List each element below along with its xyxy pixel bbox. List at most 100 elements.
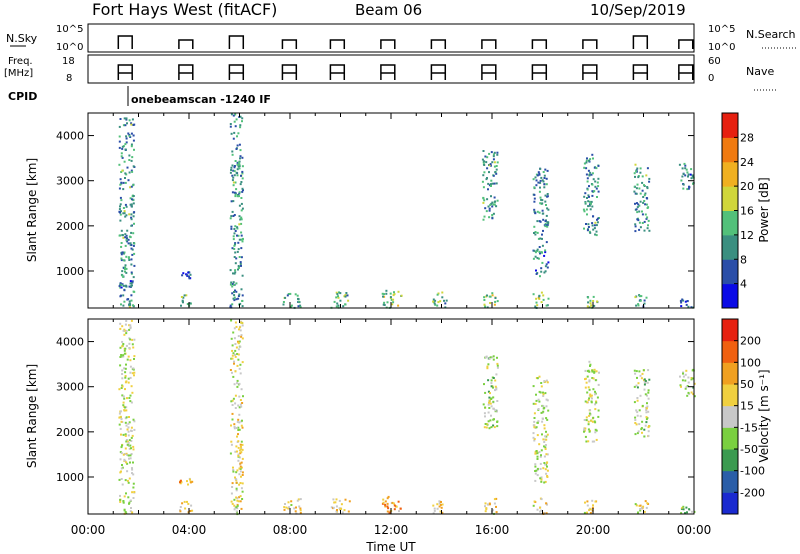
echo-cell xyxy=(343,295,346,298)
echo-cell xyxy=(643,510,646,513)
echo-cell xyxy=(546,475,549,477)
echo-cell xyxy=(587,226,590,228)
echo-cell xyxy=(587,428,590,431)
echo-cell xyxy=(131,338,134,341)
colorbar-tick-label: 15 xyxy=(740,400,754,413)
echo-cell xyxy=(493,303,496,306)
echo-cell xyxy=(490,382,493,385)
echo-cell xyxy=(386,502,389,505)
echo-cell xyxy=(588,509,591,512)
echo-cell xyxy=(545,472,548,475)
echo-cell xyxy=(122,401,125,404)
echo-cell xyxy=(438,502,441,505)
echo-cell xyxy=(397,290,400,293)
echo-cell xyxy=(590,400,593,403)
echo-cell xyxy=(545,435,548,438)
echo-cell xyxy=(637,303,640,306)
echo-cell xyxy=(546,453,549,456)
echo-cell xyxy=(187,483,189,486)
echo-cell xyxy=(546,169,549,172)
echo-cell xyxy=(237,454,240,457)
echo-cell xyxy=(636,414,639,417)
echo-cell xyxy=(536,377,539,380)
echo-cell xyxy=(233,232,236,235)
echo-cell xyxy=(635,409,638,412)
echo-cell xyxy=(183,294,186,297)
echo-cell xyxy=(126,454,129,456)
echo-cell xyxy=(682,371,685,374)
echo-cell xyxy=(686,188,689,191)
echo-cell xyxy=(125,135,128,138)
echo-cell xyxy=(545,183,548,186)
echo-cell xyxy=(126,397,128,400)
freq-unit-label: [MHz] xyxy=(4,68,33,79)
echo-cell xyxy=(490,397,493,400)
echo-cell xyxy=(229,283,232,286)
velocity-x-axis: 00:00 04:00 08:00 12:00 16:00 20:00 00:00 xyxy=(71,319,711,537)
echo-cell xyxy=(540,198,543,201)
echo-cell xyxy=(635,208,638,211)
echo-cell xyxy=(233,191,236,194)
echo-cell xyxy=(593,166,596,169)
echo-cell xyxy=(681,298,684,301)
velocity-echo-cells xyxy=(118,319,696,516)
echo-cell xyxy=(240,181,243,183)
echo-cell xyxy=(539,237,542,240)
echo-cell xyxy=(124,347,127,350)
echo-cell xyxy=(290,304,293,307)
echo-cell xyxy=(488,407,491,409)
echo-cell xyxy=(643,184,645,187)
echo-cell xyxy=(646,167,649,170)
nsky-burst xyxy=(481,39,497,49)
echo-cell xyxy=(241,490,244,493)
echo-cell xyxy=(235,171,238,174)
echo-cell xyxy=(634,175,636,178)
echo-cell xyxy=(133,420,136,423)
echo-cell xyxy=(124,172,127,175)
echo-cell xyxy=(492,212,495,215)
echo-cell xyxy=(687,381,690,384)
echo-cell xyxy=(131,472,133,475)
nsky-tick-top: 10^5 xyxy=(56,24,83,35)
echo-cell xyxy=(125,267,128,270)
nave-label: Nave xyxy=(746,65,774,78)
echo-cell xyxy=(685,386,688,389)
echo-cell xyxy=(546,207,549,210)
echo-cell xyxy=(230,200,233,203)
echo-cell xyxy=(123,329,126,332)
echo-cell xyxy=(182,272,185,275)
echo-cell xyxy=(589,302,592,305)
echo-cell xyxy=(233,360,235,363)
echo-cell xyxy=(130,319,133,322)
echo-cell xyxy=(133,371,136,374)
echo-cell xyxy=(538,400,541,403)
echo-cell xyxy=(336,509,338,511)
echo-cell xyxy=(491,161,494,164)
echo-cell xyxy=(129,359,132,362)
echo-cell xyxy=(532,257,535,260)
echo-cell xyxy=(545,379,548,382)
echo-cell xyxy=(241,187,244,190)
echo-cell xyxy=(493,151,496,154)
echo-cell xyxy=(638,370,641,373)
echo-cell xyxy=(125,452,128,455)
echo-cell xyxy=(483,160,486,163)
colorbar-segment xyxy=(722,449,738,472)
echo-cell xyxy=(337,304,340,307)
echo-cell xyxy=(238,367,241,370)
echo-cell xyxy=(132,139,135,142)
velocity-y-axis-label: Slant Range [km] xyxy=(25,364,39,468)
echo-cell xyxy=(636,167,639,170)
echo-cell xyxy=(536,174,539,177)
echo-cell xyxy=(644,213,647,216)
echo-cell xyxy=(685,369,688,372)
echo-cell xyxy=(128,324,131,327)
echo-cell xyxy=(128,285,131,288)
echo-cell xyxy=(122,395,125,398)
echo-cell xyxy=(123,328,126,331)
echo-cell xyxy=(124,371,127,374)
echo-cell xyxy=(588,230,591,233)
echo-cell xyxy=(597,185,600,188)
echo-cell xyxy=(533,210,536,213)
